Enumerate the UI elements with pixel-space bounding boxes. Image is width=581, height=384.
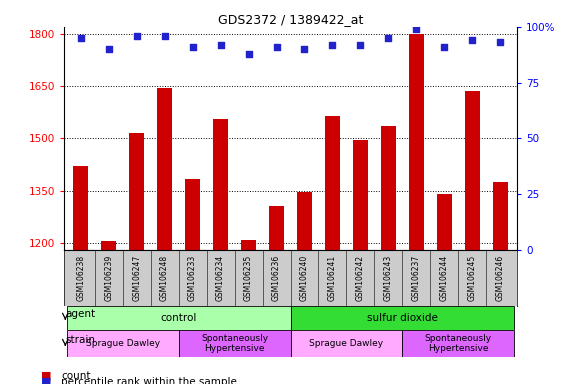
Bar bbox=[381, 126, 396, 250]
Text: GSM106245: GSM106245 bbox=[468, 255, 477, 301]
Text: Spontaneously
Hypertensive: Spontaneously Hypertensive bbox=[425, 334, 492, 353]
Bar bbox=[290, 330, 403, 357]
Bar bbox=[213, 119, 228, 250]
Bar bbox=[269, 207, 284, 250]
Bar bbox=[67, 306, 290, 330]
Point bbox=[272, 44, 281, 50]
Bar bbox=[465, 91, 480, 250]
Point bbox=[300, 46, 309, 52]
Bar bbox=[241, 240, 256, 250]
Title: GDS2372 / 1389422_at: GDS2372 / 1389422_at bbox=[218, 13, 363, 26]
Bar bbox=[73, 166, 88, 250]
Text: GSM106247: GSM106247 bbox=[132, 255, 141, 301]
Text: GSM106237: GSM106237 bbox=[412, 255, 421, 301]
Text: Sprague Dawley: Sprague Dawley bbox=[85, 339, 160, 348]
Text: strain: strain bbox=[65, 335, 95, 345]
Point bbox=[468, 37, 477, 43]
Text: count: count bbox=[61, 371, 91, 381]
Text: control: control bbox=[160, 313, 197, 323]
Bar bbox=[493, 182, 508, 250]
Bar bbox=[325, 116, 340, 250]
Point bbox=[104, 46, 113, 52]
Text: GSM106240: GSM106240 bbox=[300, 255, 309, 301]
Point bbox=[496, 40, 505, 46]
Point bbox=[188, 44, 197, 50]
Bar bbox=[101, 241, 116, 250]
Text: GSM106235: GSM106235 bbox=[244, 255, 253, 301]
Point bbox=[160, 33, 169, 39]
Point bbox=[216, 41, 225, 48]
Bar bbox=[290, 306, 514, 330]
Text: Sprague Dawley: Sprague Dawley bbox=[310, 339, 383, 348]
Text: ■: ■ bbox=[41, 377, 51, 384]
Text: ■: ■ bbox=[41, 371, 51, 381]
Bar bbox=[178, 330, 290, 357]
Text: GSM106239: GSM106239 bbox=[104, 255, 113, 301]
Point bbox=[244, 51, 253, 57]
Text: sulfur dioxide: sulfur dioxide bbox=[367, 313, 438, 323]
Text: GSM106242: GSM106242 bbox=[356, 255, 365, 301]
Bar bbox=[129, 133, 144, 250]
Bar bbox=[157, 88, 173, 250]
Point bbox=[76, 35, 85, 41]
Text: percentile rank within the sample: percentile rank within the sample bbox=[61, 377, 237, 384]
Point bbox=[356, 41, 365, 48]
Text: GSM106241: GSM106241 bbox=[328, 255, 337, 301]
Point bbox=[384, 35, 393, 41]
Text: GSM106233: GSM106233 bbox=[188, 255, 197, 301]
Point bbox=[328, 41, 337, 48]
Text: GSM106244: GSM106244 bbox=[440, 255, 449, 301]
Text: GSM106248: GSM106248 bbox=[160, 255, 169, 301]
Text: GSM106234: GSM106234 bbox=[216, 255, 225, 301]
Text: GSM106246: GSM106246 bbox=[496, 255, 505, 301]
Bar bbox=[297, 192, 312, 250]
Bar bbox=[67, 330, 178, 357]
Point bbox=[440, 44, 449, 50]
Bar bbox=[403, 330, 514, 357]
Bar bbox=[185, 179, 200, 250]
Text: GSM106238: GSM106238 bbox=[76, 255, 85, 301]
Bar bbox=[408, 34, 424, 250]
Text: GSM106243: GSM106243 bbox=[384, 255, 393, 301]
Text: Spontaneously
Hypertensive: Spontaneously Hypertensive bbox=[201, 334, 268, 353]
Bar bbox=[437, 194, 452, 250]
Text: GSM106236: GSM106236 bbox=[272, 255, 281, 301]
Point bbox=[412, 26, 421, 32]
Bar bbox=[353, 140, 368, 250]
Point bbox=[132, 33, 141, 39]
Text: agent: agent bbox=[65, 310, 95, 319]
